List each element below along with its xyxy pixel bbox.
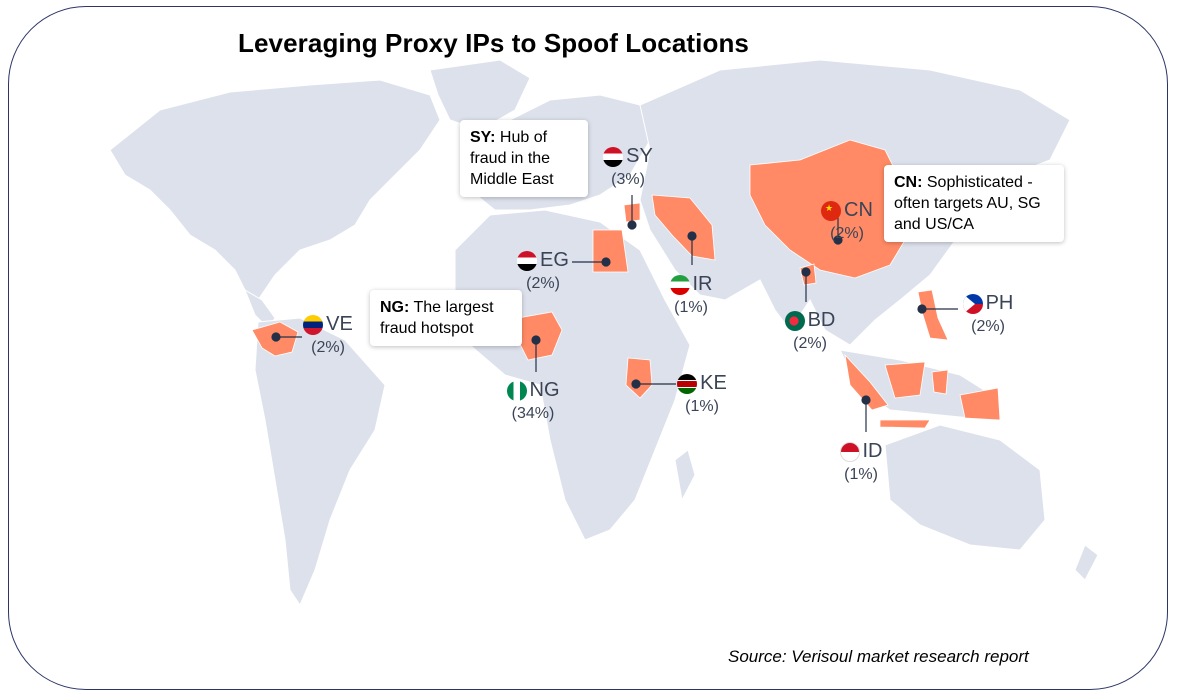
sy-callout-text: Hub of fraud in the Middle East	[470, 129, 554, 188]
cn-callout: CN: Sophisticated - often targets AU, SG…	[884, 165, 1064, 242]
kenya-region	[625, 357, 653, 399]
syria-flag-icon	[603, 146, 624, 167]
iran-flag-icon	[669, 274, 690, 295]
country-pct: (2%)	[526, 275, 560, 292]
kenya-flag-icon	[677, 373, 698, 394]
sy-callout: SY: Hub of fraud in the Middle East	[460, 120, 588, 197]
philippines-flag-icon	[962, 293, 983, 314]
label-ve: VE (2%)	[298, 313, 358, 357]
country-pct: (2%)	[830, 225, 864, 242]
china-flag-icon: ★	[821, 200, 842, 221]
country-code: BD	[807, 309, 836, 331]
ve-marker	[271, 332, 281, 342]
madagascar-landmass	[674, 449, 696, 502]
country-code: PH	[985, 292, 1014, 314]
label-bd: BD (2%)	[780, 309, 840, 353]
ph-marker	[917, 304, 927, 314]
country-pct: (2%)	[311, 339, 345, 356]
map-title: Leveraging Proxy IPs to Spoof Locations	[238, 28, 749, 58]
country-pct: (1%)	[674, 299, 708, 316]
ng-callout-text: The largest fraud hotspot	[380, 299, 494, 337]
label-cn: ★ CN (2%)	[812, 199, 882, 243]
country-code: ID	[862, 440, 883, 462]
country-code: VE	[326, 313, 353, 335]
label-ph: PH (2%)	[958, 292, 1018, 336]
country-pct: (2%)	[971, 318, 1005, 335]
country-pct: (3%)	[611, 171, 645, 188]
bd-marker	[801, 267, 811, 277]
sy-callout-bold: SY:	[470, 129, 496, 146]
philippines-region	[917, 289, 949, 341]
nigeria-flag-icon	[506, 380, 527, 401]
label-ir: IR (1%)	[662, 273, 720, 317]
ng-callout-bold: NG:	[380, 299, 410, 316]
cn-callout-text: Sophisticated - often targets AU, SG and…	[894, 174, 1041, 233]
cn-callout-bold: CN:	[894, 174, 923, 191]
country-code: SY	[626, 145, 653, 167]
new-zealand-landmass	[1074, 544, 1099, 581]
label-eg: EG (2%)	[512, 249, 574, 293]
north-america-landmass	[109, 79, 441, 301]
label-ng: NG (34%)	[500, 379, 566, 423]
country-pct: (2%)	[793, 335, 827, 352]
venezuela-flag-icon	[303, 314, 324, 335]
country-pct: (1%)	[685, 398, 719, 415]
australia-landmass	[884, 424, 1046, 551]
egypt-flag-icon	[517, 250, 538, 271]
sy-marker	[627, 220, 637, 230]
id-marker	[861, 395, 871, 405]
country-code: EG	[540, 249, 569, 271]
indonesia-region	[844, 353, 1001, 429]
ir-marker	[687, 231, 697, 241]
country-code: KE	[700, 372, 727, 394]
country-code: CN	[844, 199, 873, 221]
bangladesh-flag-icon	[784, 310, 805, 331]
eg-marker	[601, 257, 611, 267]
label-sy: SY (3%)	[598, 145, 658, 189]
ke-marker	[631, 379, 641, 389]
country-code: IR	[692, 273, 713, 295]
egypt-region	[592, 229, 629, 273]
iran-region	[651, 194, 716, 261]
label-ke: KE (1%)	[674, 372, 730, 416]
indonesia-flag-icon	[839, 441, 860, 462]
south-america-landmass	[254, 317, 386, 607]
label-id: ID (1%)	[832, 440, 890, 484]
country-pct: (34%)	[511, 405, 555, 422]
country-pct: (1%)	[844, 466, 878, 483]
cn-marker	[833, 235, 843, 245]
ng-callout: NG: The largest fraud hotspot	[370, 290, 522, 346]
ng-marker	[531, 335, 541, 345]
source-note: Source: Verisoul market research report	[728, 647, 1029, 666]
country-code: NG	[529, 379, 560, 401]
